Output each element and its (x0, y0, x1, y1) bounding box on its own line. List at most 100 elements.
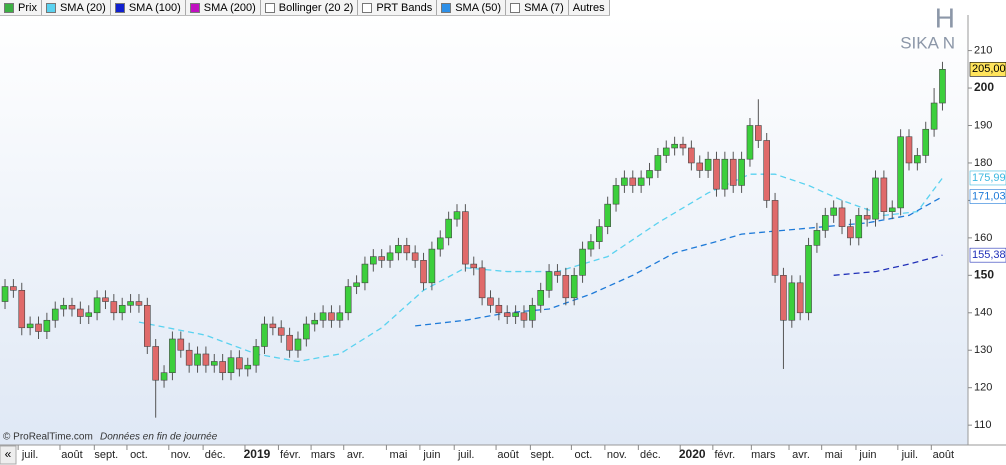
x-tick-label: avr. (347, 449, 365, 461)
y-tick-label: 120 (974, 382, 992, 394)
x-tick-label: déc. (205, 449, 226, 461)
candle-body (328, 312, 335, 321)
legend-label[interactable]: Bollinger (20 2) (278, 1, 354, 14)
price-label-box (969, 170, 1006, 186)
x-tick-label: mars (311, 449, 336, 461)
candle-body (102, 297, 109, 302)
candle-body (704, 158, 712, 171)
legend-swatch[interactable] (114, 2, 125, 13)
candle-body (378, 256, 385, 261)
candle-body (780, 275, 787, 321)
candle-body (18, 290, 26, 329)
candle-body (763, 140, 770, 201)
candle-body (277, 327, 285, 336)
legend-label[interactable]: SMA (50) (455, 1, 502, 14)
candle-body (244, 364, 252, 370)
legend-swatch[interactable] (189, 2, 200, 13)
candle-body (26, 323, 34, 329)
candle-body (361, 263, 369, 284)
candle-body (470, 263, 478, 269)
legend-swatch[interactable] (510, 2, 521, 13)
candle-body (520, 312, 528, 321)
x-tick-label: oct. (130, 449, 148, 461)
candle-body (637, 177, 645, 186)
candle-body (453, 211, 461, 220)
x-tick-label: mai (825, 449, 843, 461)
y-tick-label: 130 (974, 344, 992, 356)
candle-body (688, 147, 695, 164)
legend-item[interactable]: SMA (20) (42, 0, 111, 15)
candle-body (286, 334, 293, 351)
legend-label[interactable]: SMA (100) (128, 1, 181, 14)
legend-item[interactable]: Prix (0, 0, 42, 15)
y-tick-label: 180 (974, 157, 992, 169)
legend-item[interactable]: SMA (200) (186, 0, 261, 15)
legend-label[interactable]: SMA (7) (524, 1, 564, 14)
candle-body (110, 301, 118, 314)
candle-body (236, 357, 243, 370)
candle-body (252, 346, 260, 366)
legend-swatch[interactable] (45, 2, 56, 13)
candle-body (570, 275, 578, 299)
legend-label[interactable]: Prix (18, 1, 37, 14)
x-tick-label: sept. (94, 449, 118, 461)
candle-body (805, 245, 812, 314)
price-label-box (969, 62, 1006, 77)
x-tick-label: juil. (457, 449, 475, 461)
legend-swatch[interactable] (4, 2, 14, 13)
legend-label[interactable]: SMA (200) (203, 1, 256, 14)
candle-body (679, 143, 687, 149)
x-tick-label: avr. (792, 449, 810, 461)
candle-body (930, 102, 938, 130)
x-tick-label: mars (751, 449, 776, 461)
legend-item[interactable]: SMA (7) (506, 0, 569, 15)
candle-body (294, 338, 302, 351)
legend-swatch[interactable] (362, 2, 373, 13)
candle-body (319, 312, 327, 321)
price-label: 171,03 (972, 190, 1006, 202)
legend-label[interactable]: PRT Bands (376, 1, 433, 14)
candle-body (10, 286, 17, 291)
x-tick-label: févr. (280, 449, 301, 461)
candle-body (939, 69, 946, 104)
x-tick-label: mai (390, 449, 408, 461)
x-tick-label: oct. (575, 449, 593, 461)
candle-body (587, 241, 595, 250)
candle-body (336, 312, 344, 321)
legend-item[interactable]: PRT Bands (358, 0, 438, 15)
candle-body (135, 301, 143, 306)
candle-body (43, 319, 51, 332)
legend-label[interactable]: SMA (20) (59, 1, 106, 14)
candle-body (738, 158, 745, 186)
candle-body (77, 308, 84, 317)
candle-body (914, 155, 921, 164)
candle-body (60, 304, 67, 310)
candle-body (646, 170, 653, 179)
legend-label[interactable]: Autres (572, 1, 605, 14)
nav-button-label[interactable]: « (5, 447, 12, 461)
axis-background (968, 15, 1006, 445)
moving-average (833, 254, 943, 276)
candle-body (847, 226, 854, 239)
candle-body (428, 248, 436, 284)
x-tick-label: sept. (530, 449, 554, 461)
candle-body (68, 304, 76, 310)
candle-body (838, 207, 846, 227)
candle-body (880, 177, 888, 212)
candle-body (830, 207, 837, 216)
candle-body (152, 346, 159, 381)
candle-body (604, 203, 611, 227)
candle-body (219, 361, 226, 374)
legend-item[interactable]: Autres (569, 0, 610, 15)
candle-body (905, 136, 913, 164)
legend-swatch[interactable] (264, 2, 275, 13)
candle-body (771, 200, 779, 276)
legend-item[interactable]: Bollinger (20 2) (261, 0, 359, 15)
legend-item[interactable]: SMA (50) (437, 0, 507, 15)
legend-item[interactable]: SMA (100) (111, 0, 186, 15)
candle-body (696, 162, 704, 171)
legend-swatch[interactable] (441, 2, 452, 13)
candle-body (897, 136, 904, 209)
nav-button[interactable] (0, 445, 17, 465)
